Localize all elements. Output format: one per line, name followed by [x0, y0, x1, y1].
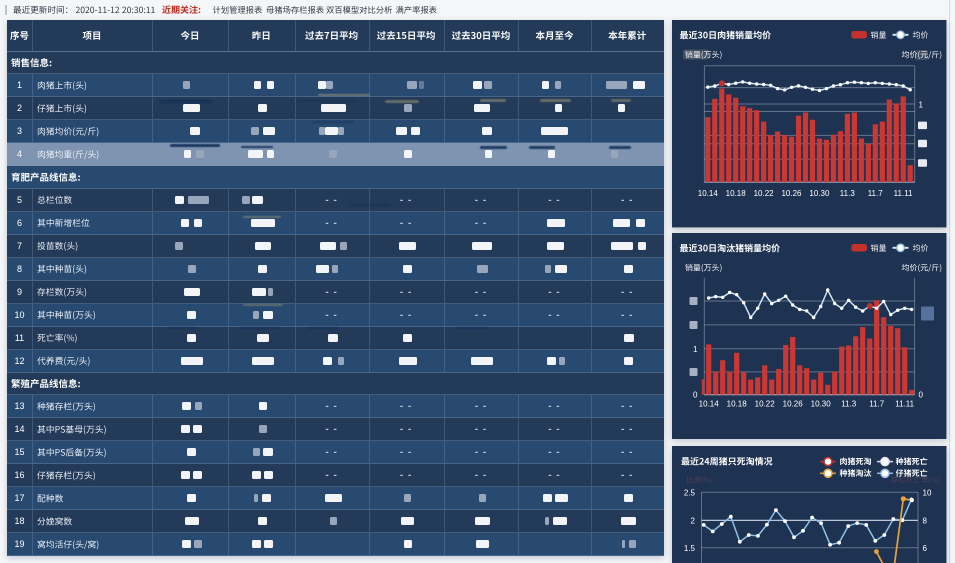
svg-text:10.22: 10.22 [755, 400, 776, 409]
svg-text:2: 2 [691, 516, 696, 525]
svg-text:11.3: 11.3 [841, 400, 857, 409]
svg-text:10.18: 10.18 [727, 400, 748, 409]
svg-text:1: 1 [919, 101, 924, 110]
svg-text:1.5: 1.5 [684, 543, 696, 552]
svg-text:11.11: 11.11 [895, 400, 914, 409]
svg-text:2.5: 2.5 [684, 488, 696, 497]
svg-text:11.11: 11.11 [894, 189, 913, 198]
svg-text:0: 0 [693, 391, 698, 400]
svg-text:6: 6 [923, 543, 928, 552]
svg-text:8: 8 [923, 516, 928, 525]
svg-text:11.3: 11.3 [840, 189, 856, 198]
svg-text:10: 10 [923, 488, 932, 497]
svg-text:10.14: 10.14 [698, 189, 719, 198]
svg-text:10.26: 10.26 [781, 189, 802, 198]
svg-text:10.14: 10.14 [699, 400, 720, 409]
svg-text:11.7: 11.7 [868, 189, 884, 198]
svg-text:0: 0 [919, 391, 924, 400]
svg-text:10.30: 10.30 [811, 400, 832, 409]
svg-text:10.30: 10.30 [809, 189, 830, 198]
svg-text:1: 1 [693, 345, 698, 354]
svg-text:10.18: 10.18 [726, 189, 747, 198]
svg-text:10.26: 10.26 [783, 400, 804, 409]
svg-text:11.7: 11.7 [869, 400, 885, 409]
svg-text:10.22: 10.22 [754, 189, 775, 198]
